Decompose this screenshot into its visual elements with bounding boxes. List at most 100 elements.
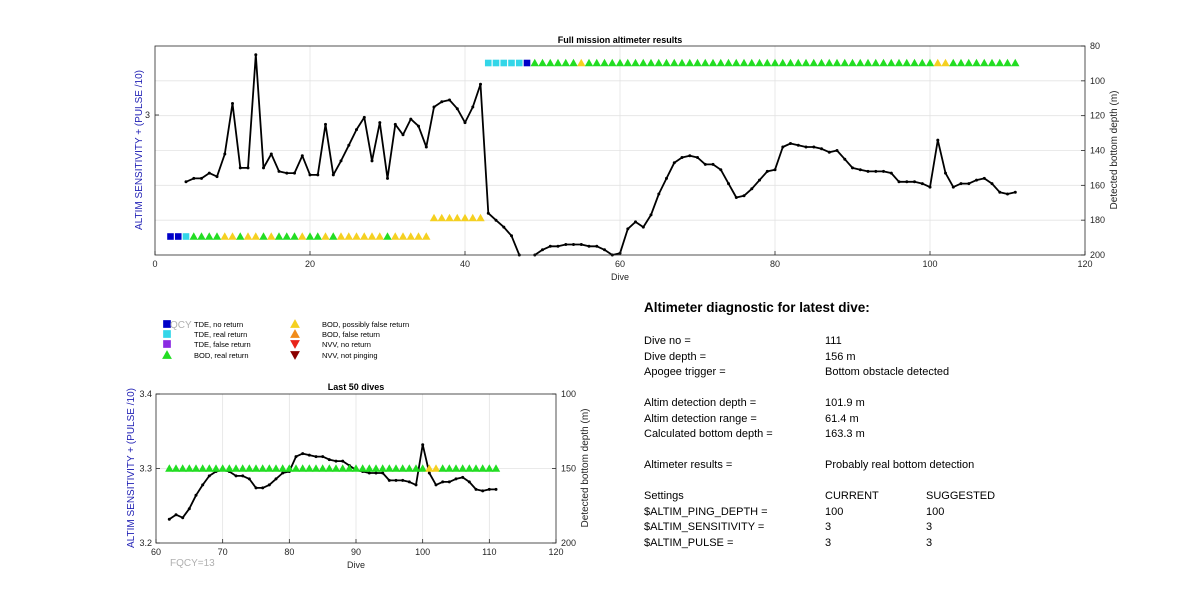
altimeter-marker bbox=[615, 58, 625, 67]
altimeter-marker bbox=[471, 464, 481, 472]
main-x-tick-label: 120 bbox=[1077, 259, 1092, 269]
altimeter-marker bbox=[887, 58, 896, 67]
altimeter-marker bbox=[298, 232, 307, 240]
altimeter-marker bbox=[311, 464, 321, 472]
altimeter-marker bbox=[856, 58, 865, 67]
main-right-tick-label: 160 bbox=[1090, 180, 1105, 190]
altimeter-marker bbox=[569, 58, 578, 67]
altimeter-marker bbox=[941, 58, 950, 67]
altimeter-marker bbox=[476, 213, 485, 222]
altimeter-marker bbox=[162, 350, 172, 359]
results-row: Altimeter results = Probably real bottom … bbox=[644, 459, 1164, 475]
altimeter-marker bbox=[375, 232, 384, 240]
dive-depth-label: Dive depth = bbox=[644, 350, 707, 363]
altimeter-marker bbox=[623, 58, 632, 67]
det-depth-row: Altim detection depth = 101.9 m bbox=[644, 397, 1164, 413]
altimeter-marker bbox=[291, 464, 301, 472]
last50-x-tick-label: 90 bbox=[351, 547, 361, 557]
altimeter-marker bbox=[453, 213, 462, 222]
altimeter-marker bbox=[701, 58, 710, 67]
altimeter-marker bbox=[662, 58, 671, 67]
altimeter-marker bbox=[592, 58, 601, 67]
calc-depth-row: Calculated bottom depth = 163.3 m bbox=[644, 428, 1164, 444]
altimeter-marker bbox=[732, 58, 741, 67]
altimeter-marker bbox=[429, 213, 439, 222]
settings-label: Settings bbox=[644, 490, 684, 502]
current-header: CURRENT bbox=[825, 490, 879, 502]
altimeter-marker bbox=[378, 464, 387, 472]
altimeter-marker bbox=[411, 464, 421, 472]
legend-label: BOD, false return bbox=[322, 330, 380, 339]
main-left-y-label: ALTIM SENSITIVITY + (PULSE /10) bbox=[134, 70, 145, 230]
altimeter-marker bbox=[225, 464, 234, 472]
altimeter-marker bbox=[840, 58, 849, 67]
altimeter-marker bbox=[371, 464, 381, 472]
altimeter-marker bbox=[197, 232, 206, 240]
pulse-row: $ALTIM_PULSE = 3 3 bbox=[644, 537, 1164, 553]
main-x-tick-label: 20 bbox=[305, 259, 315, 269]
sensitivity-row: $ALTIM_SENSITIVITY = 3 3 bbox=[644, 521, 1164, 537]
det-depth-label: Altim detection depth = bbox=[644, 397, 757, 409]
main-altimeter-markers bbox=[167, 58, 1020, 240]
altimeter-marker bbox=[708, 58, 718, 67]
altimeter-marker bbox=[211, 464, 221, 472]
altimeter-marker bbox=[243, 232, 253, 240]
altimeter-marker bbox=[848, 58, 857, 67]
last50-left-tick-label: 3.3 bbox=[139, 464, 152, 474]
altimeter-marker bbox=[352, 232, 361, 240]
last50-chart-title: Last 50 dives bbox=[328, 382, 385, 392]
altimeter-marker bbox=[530, 58, 539, 67]
last50-left-tick-label: 3.4 bbox=[139, 389, 152, 399]
settings-header-row: Settings CURRENT SUGGESTED bbox=[644, 490, 1164, 506]
last50-x-tick-label: 80 bbox=[284, 547, 294, 557]
depth-line-segment bbox=[185, 53, 521, 256]
altimeter-marker bbox=[422, 232, 431, 240]
apogee-row: Apogee trigger = Bottom obstacle detected bbox=[644, 366, 1164, 382]
altimeter-marker bbox=[972, 58, 981, 67]
main-right-y-label: Detected bottom depth (m) bbox=[1109, 91, 1120, 210]
altimeter-marker bbox=[437, 213, 446, 222]
altimeter-marker bbox=[894, 58, 904, 67]
last50-x-tick-label: 110 bbox=[482, 547, 496, 557]
altimeter-marker bbox=[739, 58, 749, 67]
det-depth-value: 101.9 m bbox=[825, 397, 865, 409]
main-x-tick-label: 100 bbox=[922, 259, 937, 269]
altimeter-marker bbox=[351, 464, 361, 472]
altimeter-marker bbox=[290, 340, 300, 349]
altimeter-marker bbox=[902, 58, 911, 67]
altimeter-marker bbox=[259, 232, 268, 240]
altimeter-marker bbox=[677, 58, 687, 67]
altimeter-marker bbox=[185, 464, 194, 472]
altimeter-marker bbox=[1011, 58, 1020, 67]
altimeter-marker bbox=[251, 232, 260, 240]
altimeter-marker bbox=[747, 58, 756, 67]
diagnostic-title: Altimeter diagnostic for latest dive: bbox=[644, 300, 870, 315]
last50-x-tick-label: 120 bbox=[548, 547, 563, 557]
altimeter-marker bbox=[191, 464, 201, 472]
results-value: Probably real bottom detection bbox=[825, 459, 975, 471]
altimeter-marker bbox=[577, 58, 586, 67]
altimeter-marker bbox=[763, 58, 772, 67]
altimeter-marker bbox=[182, 233, 190, 240]
altimeter-marker bbox=[685, 58, 694, 67]
last50-right-y-label: Detected bottom depth (m) bbox=[580, 409, 591, 528]
legend-label: NVV, not pinging bbox=[322, 351, 378, 360]
altimeter-marker bbox=[398, 232, 408, 240]
last50-x-label: Dive bbox=[347, 560, 365, 570]
altimeter-marker bbox=[205, 464, 214, 472]
altimeter-marker bbox=[871, 58, 880, 67]
altimeter-marker bbox=[809, 58, 818, 67]
pulse-label: $ALTIM_PULSE = bbox=[644, 536, 734, 549]
main-right-tick-label: 120 bbox=[1090, 111, 1105, 121]
altimeter-marker bbox=[325, 464, 334, 472]
last50-x-tick-label: 60 bbox=[151, 547, 161, 557]
legend-label: TDE, false return bbox=[194, 340, 251, 349]
altimeter-marker bbox=[298, 464, 307, 472]
altimeter-marker bbox=[445, 464, 454, 472]
altimeter-marker bbox=[600, 58, 609, 67]
altimeter-marker bbox=[236, 232, 245, 240]
altimeter-marker bbox=[313, 232, 322, 240]
dive-no-value: 111 bbox=[825, 335, 842, 347]
dive-depth-value: 156 m bbox=[825, 350, 856, 363]
